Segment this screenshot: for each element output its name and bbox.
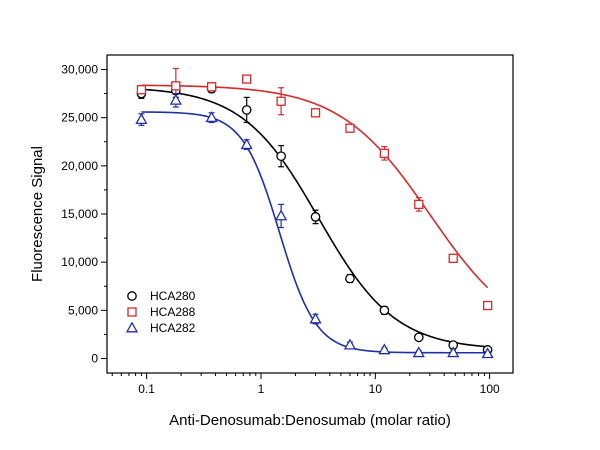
point-hca282: [378, 343, 391, 355]
x-axis: 0.1 1 10 100: [111, 373, 500, 396]
point-hca288: [448, 253, 458, 263]
y-tick-label: 25,000: [61, 111, 98, 125]
data-points: [135, 67, 494, 359]
point-hca288: [242, 74, 252, 84]
y-axis: 0 5,000 10,000 15,000 20,000 25,000 30,000: [61, 62, 107, 366]
point-hca280: [345, 273, 355, 284]
point-hca288: [345, 123, 355, 133]
legend-marker-hca282: [125, 321, 139, 333]
y-axis-title: Fluorescence Signal: [29, 146, 46, 282]
point-hca282: [412, 346, 425, 358]
y-tick-label: 30,000: [61, 62, 98, 76]
fit-curve-hca280: [141, 88, 488, 348]
point-hca282: [240, 138, 253, 150]
y-tick-label: 15,000: [61, 207, 98, 221]
point-hca280: [276, 151, 286, 162]
point-hca288: [276, 96, 286, 106]
point-hca288: [379, 148, 390, 158]
legend: HCA280 HCA288 HCA282: [125, 289, 196, 335]
legend-label-hca280: HCA280: [150, 289, 196, 303]
point-hca282: [309, 312, 322, 324]
point-hca282: [481, 347, 494, 359]
point-hca288: [136, 85, 147, 95]
point-hca282: [447, 346, 460, 358]
point-hca288: [171, 81, 181, 91]
point-hca282: [205, 111, 218, 123]
x-tick-label: 100: [480, 382, 500, 396]
point-hca282: [275, 209, 288, 221]
legend-label-hca288: HCA288: [150, 305, 196, 319]
legend-marker-hca288: [127, 307, 137, 317]
point-hca288: [206, 82, 217, 92]
y-tick-label: 0: [91, 352, 98, 366]
fit-curve-hca288: [141, 84, 489, 289]
point-hca288: [482, 300, 493, 311]
legend-label-hca282: HCA282: [150, 321, 196, 335]
x-tick-label: 10: [369, 382, 383, 396]
point-hca280: [241, 105, 252, 115]
point-hca280: [310, 212, 321, 222]
point-hca280: [413, 332, 424, 343]
x-axis-title: Anti-Denosumab:Denosumab (molar ratio): [169, 412, 451, 429]
point-hca288: [414, 199, 424, 210]
point-hca282: [135, 113, 148, 125]
point-hca288: [310, 108, 321, 118]
x-tick-label: 0.1: [138, 382, 155, 396]
legend-marker-hca280: [127, 291, 137, 301]
point-hca280: [379, 305, 390, 316]
point-hca282: [343, 338, 357, 350]
x-tick-label: 1: [258, 382, 265, 396]
y-tick-label: 20,000: [61, 159, 98, 173]
y-tick-label: 5,000: [68, 303, 98, 317]
point-hca282: [169, 93, 182, 105]
y-tick-label: 10,000: [61, 255, 98, 269]
